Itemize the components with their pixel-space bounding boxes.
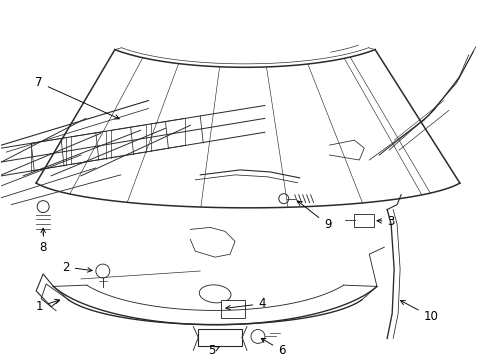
FancyBboxPatch shape bbox=[354, 213, 373, 228]
FancyBboxPatch shape bbox=[198, 329, 242, 346]
Circle shape bbox=[96, 264, 109, 278]
Text: 2: 2 bbox=[62, 261, 92, 274]
Text: 4: 4 bbox=[225, 297, 265, 310]
Text: 8: 8 bbox=[40, 228, 47, 254]
FancyBboxPatch shape bbox=[221, 300, 244, 318]
Text: 6: 6 bbox=[261, 338, 285, 357]
Text: 10: 10 bbox=[400, 301, 437, 323]
Text: 3: 3 bbox=[376, 215, 394, 228]
Text: 1: 1 bbox=[35, 299, 60, 313]
Ellipse shape bbox=[199, 285, 230, 303]
Circle shape bbox=[37, 201, 49, 212]
Text: 9: 9 bbox=[297, 201, 330, 231]
Text: 5: 5 bbox=[208, 344, 219, 357]
Text: 7: 7 bbox=[35, 76, 119, 119]
Circle shape bbox=[278, 194, 288, 204]
Circle shape bbox=[250, 329, 264, 343]
